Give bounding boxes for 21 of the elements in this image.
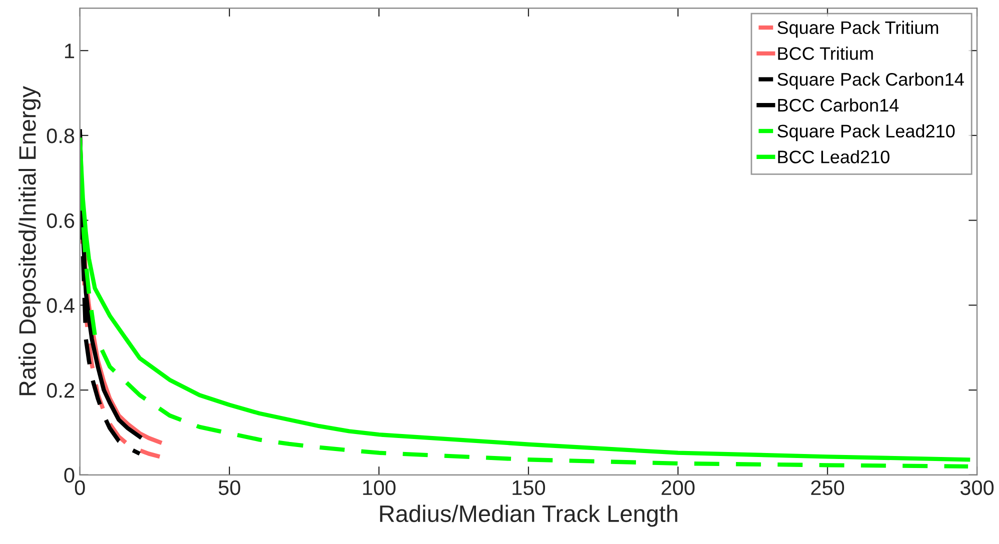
x-tick-label: 200 [662,480,695,496]
x-tick-label: 100 [363,480,396,496]
x-tick-label: 300 [960,480,994,496]
legend-label: Square Pack Carbon14 [778,72,964,90]
y-tick-label: 0.8 [46,128,74,144]
x-tick-label: 50 [218,480,240,496]
x-tick-label: 0 [74,480,85,496]
legend-label: Square Pack Lead210 [778,124,955,142]
y-tick-label: 0.4 [46,298,74,313]
x-tick-label: 250 [811,480,844,496]
y-tick-label: 1 [65,44,74,58]
y-tick-label: 0.6 [46,213,74,228]
legend-label: BCC Tritium [778,46,873,60]
x-axis-title: Radius/Median Track Length [380,504,678,527]
y-tick-label: 0 [64,468,74,483]
legend-label: Square Pack Tritium [778,20,938,38]
legend-label: BCC Lead210 [778,150,890,164]
x-tick-label: 150 [512,480,546,496]
y-axis-title: Ratio Deposited/Initial Energy [18,86,41,396]
y-tick-label: 0.2 [46,383,74,398]
legend-label: BCC Carbon14 [778,98,899,112]
